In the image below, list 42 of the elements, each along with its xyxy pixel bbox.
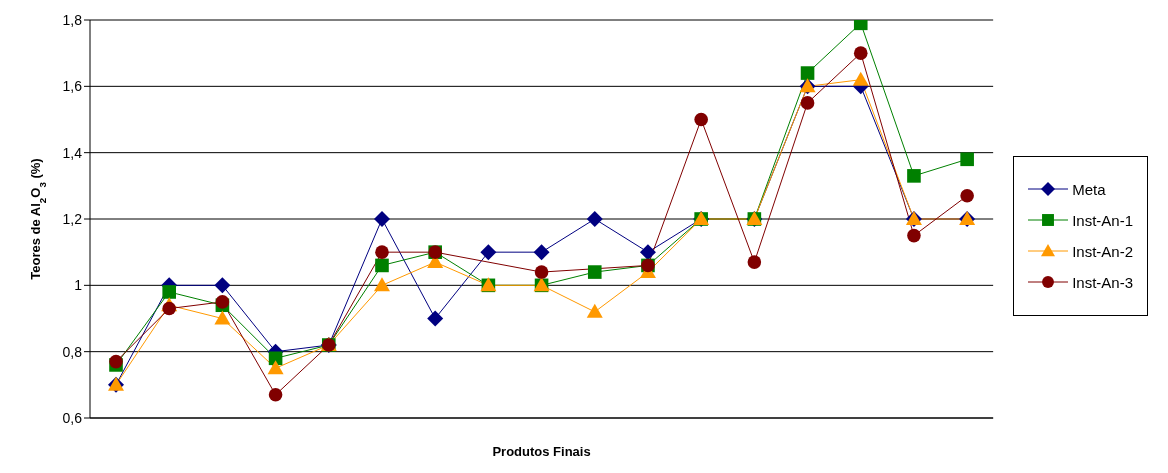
point — [639, 244, 656, 261]
point — [694, 112, 708, 127]
y-tick-label: 1,4 — [62, 144, 83, 161]
x-axis-title: Produtos Finais — [492, 444, 591, 459]
legend-label: Inst-An-1 — [1072, 211, 1133, 229]
y-tick-label: 0,6 — [62, 409, 83, 426]
point — [800, 96, 815, 110]
point — [214, 277, 231, 294]
point — [215, 295, 230, 309]
legend-label: Meta — [1072, 180, 1106, 198]
point — [586, 211, 603, 227]
point — [267, 360, 284, 375]
point — [373, 211, 390, 227]
y-tick-label: 1,6 — [62, 78, 83, 95]
point — [747, 255, 762, 269]
legend-label: Inst-An-3 — [1072, 273, 1133, 291]
point — [960, 188, 974, 203]
point — [534, 265, 549, 279]
point — [480, 244, 497, 261]
point — [586, 303, 603, 318]
point — [427, 310, 444, 327]
point — [907, 228, 921, 243]
point — [375, 258, 389, 273]
y-tick-label: 1,2 — [62, 210, 83, 227]
point — [852, 71, 869, 86]
point — [853, 46, 868, 60]
point — [162, 285, 176, 299]
point — [162, 301, 176, 316]
y-tick-label: 1,8 — [62, 11, 83, 28]
y-tick-label: 1 — [74, 277, 83, 294]
point — [214, 310, 231, 325]
point — [960, 152, 974, 167]
point — [268, 387, 283, 402]
point — [109, 354, 123, 369]
point — [375, 245, 389, 259]
point — [800, 66, 815, 80]
point — [533, 244, 550, 261]
legend-label: Inst-An-2 — [1072, 242, 1133, 260]
point — [373, 277, 390, 292]
y-tick-label: 0,8 — [62, 343, 83, 360]
point — [587, 265, 602, 279]
point — [907, 169, 921, 183]
